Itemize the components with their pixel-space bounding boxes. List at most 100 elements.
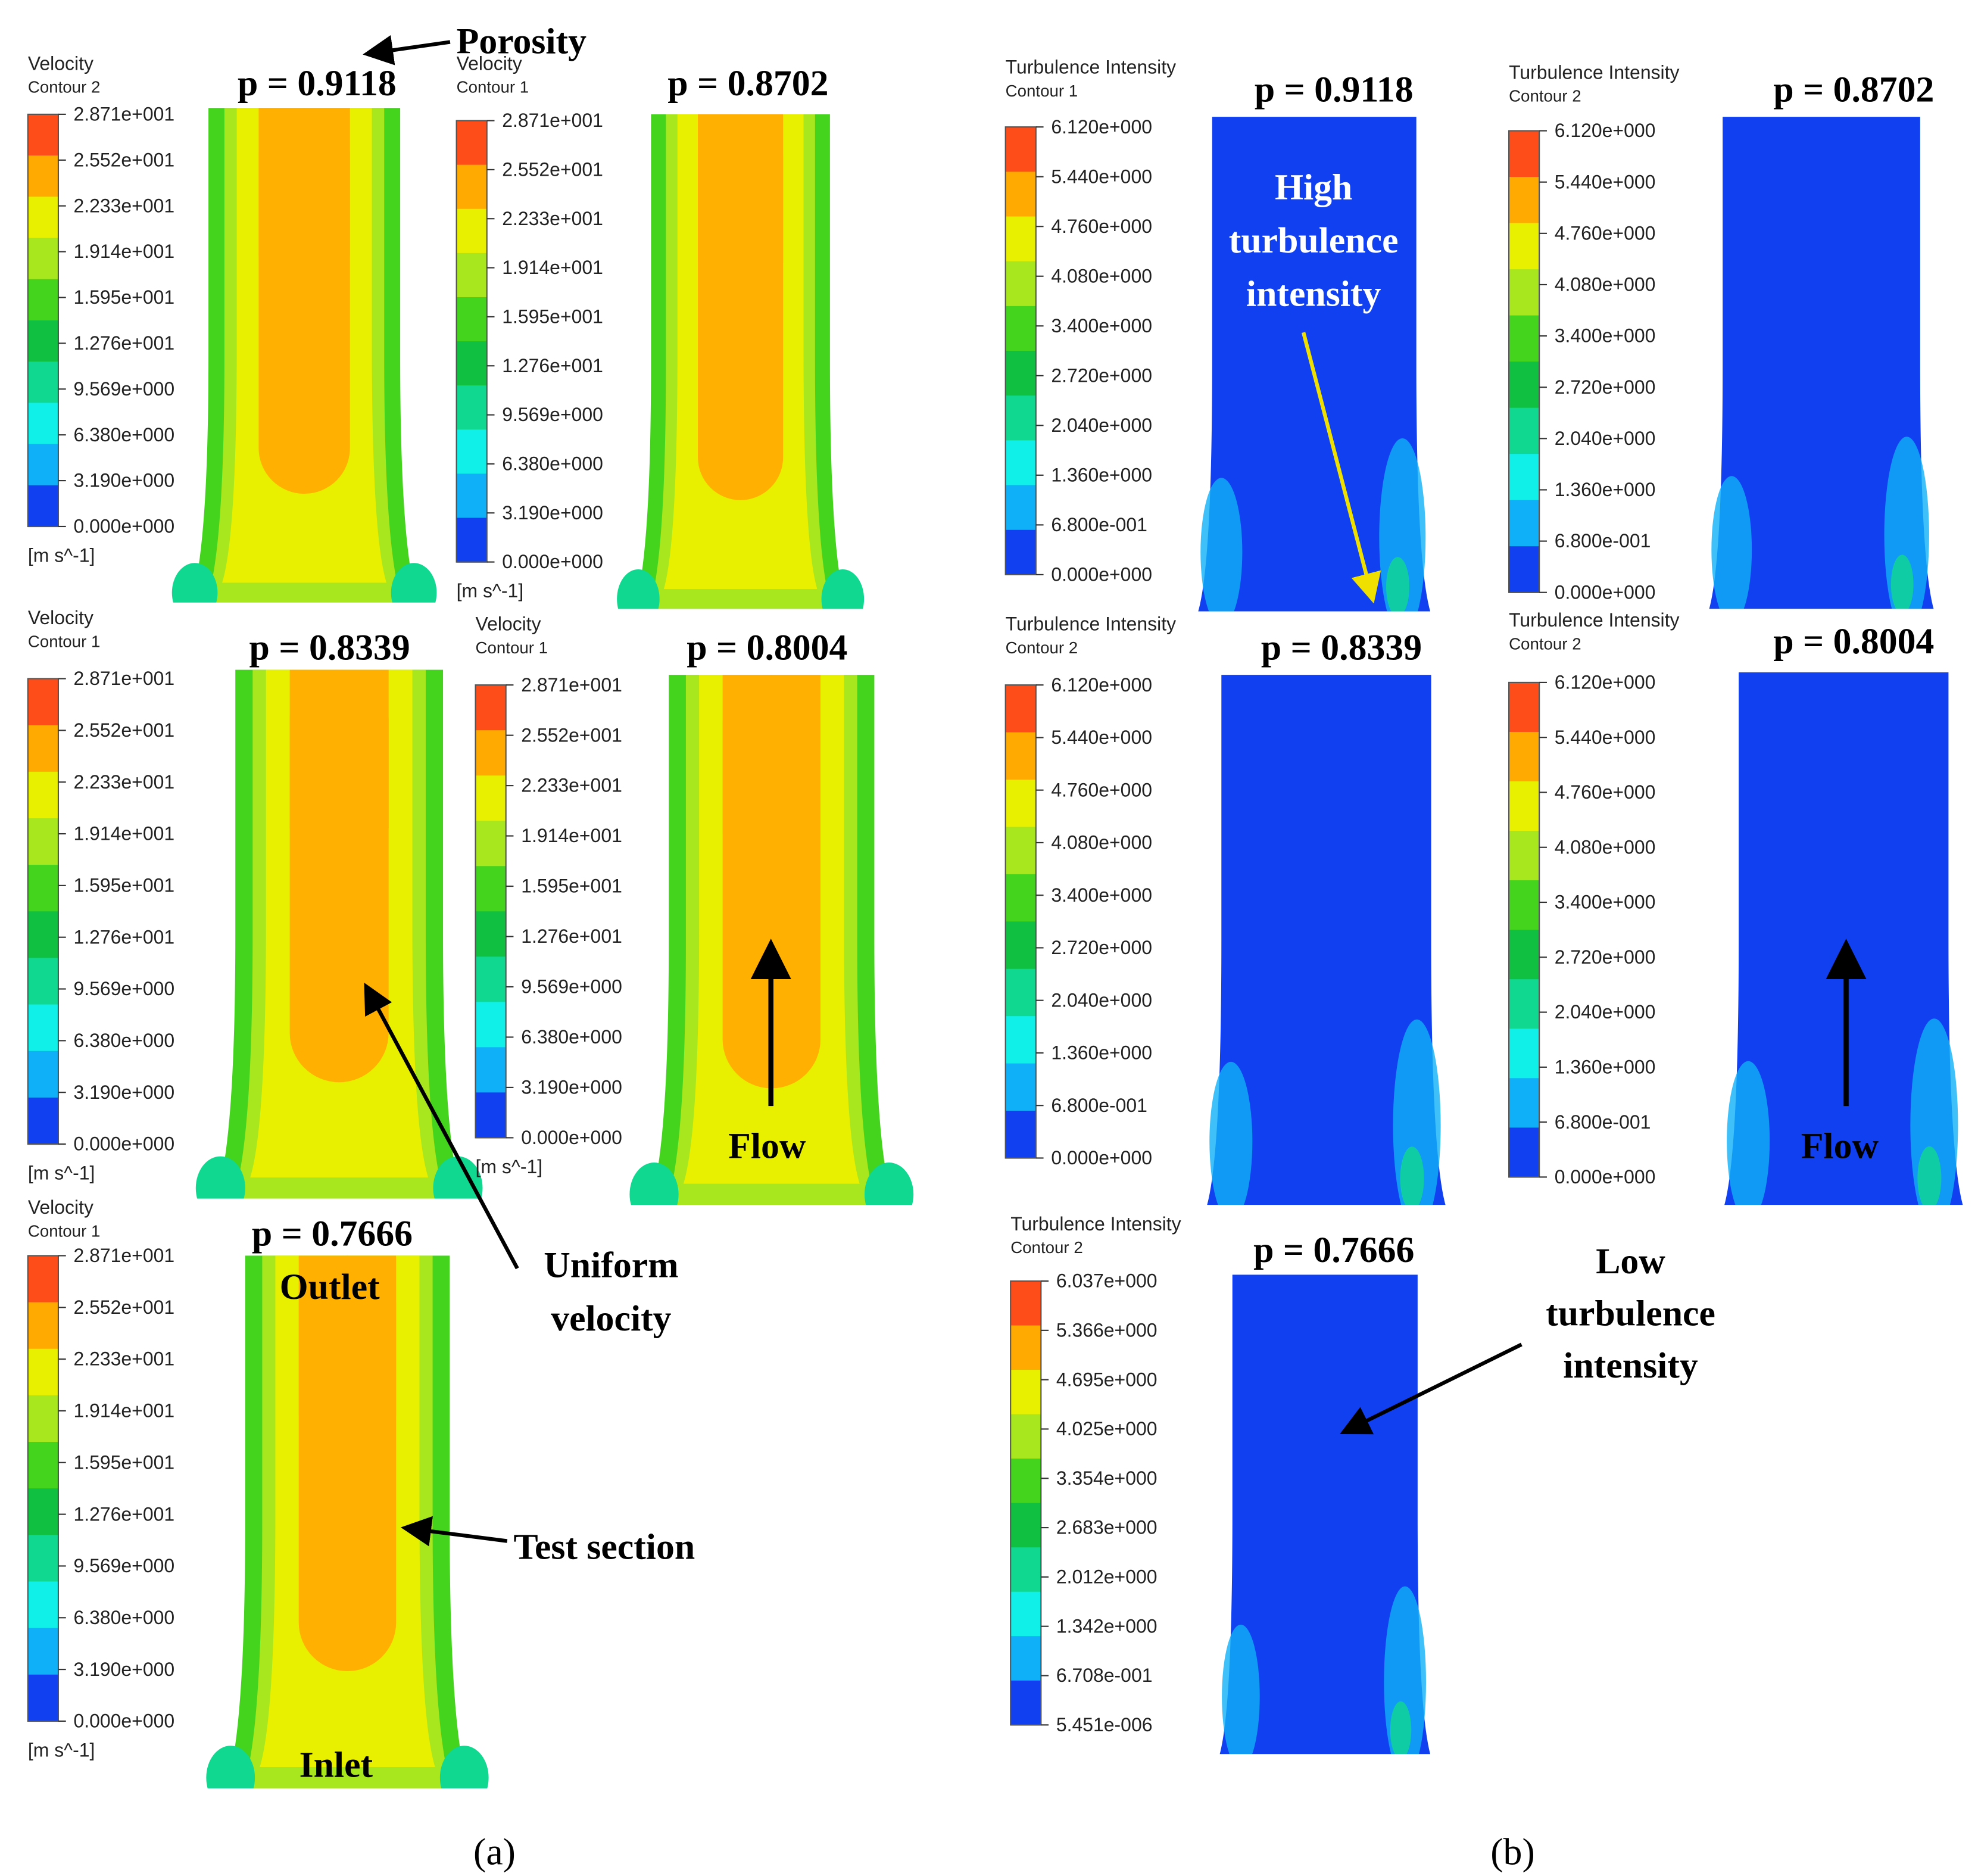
mask <box>602 609 879 647</box>
legend-label: 5.366e+000 <box>1056 1319 1158 1341</box>
legend-band <box>1005 874 1036 923</box>
legend-label: 1.276e+001 <box>74 332 175 354</box>
legend-label: 1.914e+001 <box>521 825 622 846</box>
legend-label: 1.914e+001 <box>74 823 175 844</box>
legend-band <box>1509 930 1540 980</box>
legend-label: 9.569e+000 <box>502 404 603 425</box>
legend-band <box>1509 223 1540 270</box>
legend-band <box>1509 781 1540 832</box>
legend-label: 3.400e+000 <box>1051 884 1152 906</box>
legend-band <box>475 956 506 1003</box>
legend-label: 0.000e+000 <box>502 551 603 572</box>
legend-band <box>27 1302 58 1350</box>
legend-frame <box>27 678 60 1145</box>
legend-label: 2.871e+001 <box>74 668 175 689</box>
legend-subtitle: Contour 1 <box>457 78 529 96</box>
porosity-label: p = 0.8702 <box>1773 70 1934 110</box>
legend-label: 5.451e-006 <box>1056 1714 1153 1735</box>
legend-band <box>27 1674 58 1722</box>
legend-band <box>27 1488 58 1536</box>
legend-label: 2.040e+000 <box>1051 415 1152 436</box>
legend-band <box>1509 362 1540 409</box>
legend-band <box>475 1047 506 1093</box>
legend-band <box>1509 407 1540 455</box>
legend-frame <box>1508 130 1540 593</box>
annotation: Outlet <box>280 1267 380 1307</box>
legend-label: 1.276e+001 <box>74 1503 175 1525</box>
legend-band <box>27 1581 58 1629</box>
legend-label: 1.276e+001 <box>502 355 603 376</box>
legend-label: 0.000e+000 <box>1051 1147 1152 1168</box>
legend-band <box>1005 261 1036 307</box>
legend-band <box>456 253 487 298</box>
turbulence-field <box>1219 1274 1431 1755</box>
turbulence-spot <box>1727 1061 1770 1221</box>
legend-band <box>27 725 58 772</box>
legend-band <box>1005 1111 1036 1159</box>
mask <box>1171 1205 1481 1244</box>
legend-label: 1.914e+001 <box>502 257 603 278</box>
contour-panels: Velocity Contour 2 2.871e+001 2.552e+001 2.2… <box>27 52 1978 1827</box>
annotation: velocity <box>551 1298 671 1339</box>
turbulence-field <box>1198 117 1431 612</box>
legend-band <box>27 1255 58 1303</box>
legend-band <box>456 429 487 475</box>
caption: (a) <box>473 1831 516 1873</box>
legend-label: 6.708e-001 <box>1056 1665 1153 1686</box>
legend-label: 1.595e+001 <box>521 875 622 897</box>
legend-label: 0.000e+000 <box>1555 1166 1656 1188</box>
legend-label: 6.380e+000 <box>502 453 603 475</box>
legend-band <box>1005 827 1036 875</box>
annotation: Flow <box>728 1126 806 1166</box>
legend-band <box>1005 440 1036 486</box>
legend-label: 9.569e+000 <box>521 976 622 998</box>
legend-band <box>1509 880 1540 931</box>
legend-label: 2.683e+000 <box>1056 1517 1158 1538</box>
legend-label: 5.440e+000 <box>1555 171 1656 192</box>
legend-band <box>1509 979 1540 1030</box>
legend-label: 2.233e+001 <box>521 775 622 796</box>
legend-band <box>456 341 487 387</box>
legend-label: 1.360e+000 <box>1555 1057 1656 1078</box>
velocity-core <box>698 114 784 263</box>
legend-label: 4.025e+000 <box>1056 1418 1158 1439</box>
legend-label: 2.871e+001 <box>521 674 622 696</box>
legend-label: 4.760e+000 <box>1555 781 1656 803</box>
legend-label: 3.190e+000 <box>502 502 603 523</box>
porosity-label: p = 0.8004 <box>687 628 847 668</box>
legend-label: 2.040e+000 <box>1555 428 1656 449</box>
legend-band <box>1509 682 1540 733</box>
legend-band <box>27 1395 58 1443</box>
annotation: intensity <box>1563 1345 1698 1386</box>
legend-label: 1.595e+001 <box>74 1451 175 1473</box>
velocity-core <box>298 1255 397 1416</box>
legend-frame <box>1010 1280 1042 1726</box>
mask <box>1689 1205 1978 1244</box>
legend-label: 3.354e+000 <box>1056 1467 1158 1489</box>
porosity-label: p = 0.8004 <box>1773 621 1934 662</box>
legend-band <box>1005 1016 1036 1064</box>
legend-frame <box>1004 684 1037 1159</box>
legend-band <box>456 518 487 563</box>
legend-label: 5.440e+000 <box>1051 166 1152 187</box>
legend-band <box>1005 351 1036 397</box>
legend-band <box>456 164 487 210</box>
legend-label: 0.000e+000 <box>1051 564 1152 585</box>
legend-unit: [m s^-1] <box>28 1163 95 1184</box>
legend-band <box>27 865 58 912</box>
mask <box>612 1205 931 1244</box>
legend-label: 2.233e+001 <box>74 195 175 216</box>
legend-label: 6.120e+000 <box>1555 672 1656 693</box>
annotation: turbulence <box>1546 1294 1715 1334</box>
legend-frame <box>455 120 488 563</box>
legend-label: 2.233e+001 <box>74 1348 175 1370</box>
legend-label: 4.080e+000 <box>1051 832 1152 853</box>
legend-unit: [m s^-1] <box>28 1740 95 1761</box>
legend-band <box>27 1004 58 1052</box>
legend-label: 4.695e+000 <box>1056 1369 1158 1390</box>
legend-label: 2.040e+000 <box>1555 1001 1656 1023</box>
legend-label: 0.000e+000 <box>74 516 175 537</box>
legend-label: 0.000e+000 <box>521 1127 622 1148</box>
legend-band <box>1005 732 1036 781</box>
legend-label: 1.360e+000 <box>1555 479 1656 500</box>
